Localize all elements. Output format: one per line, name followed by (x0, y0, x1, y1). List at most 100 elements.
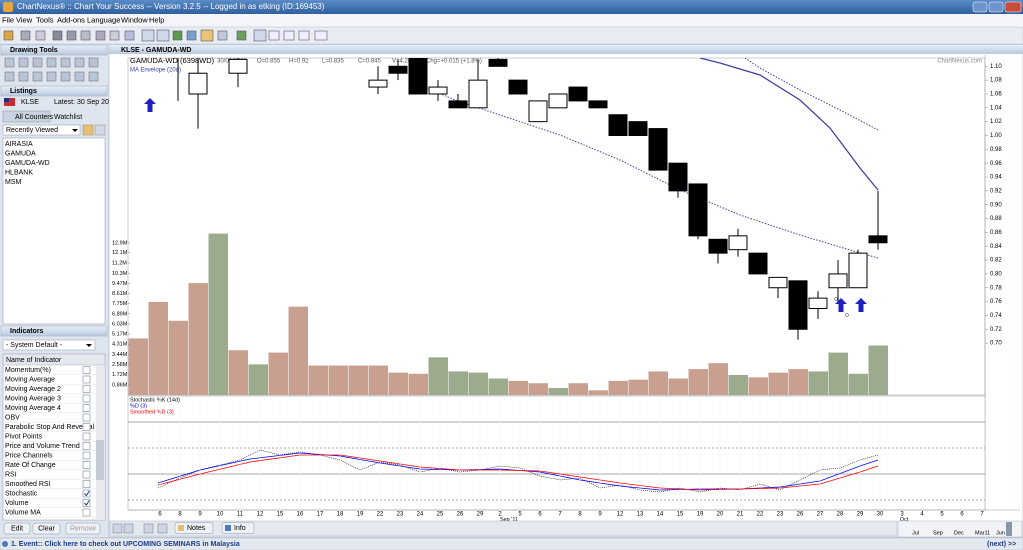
tool-icon[interactable] (3, 30, 14, 41)
stock-item[interactable]: AIRASIA (5, 141, 33, 148)
next-link[interactable]: (next) >> (987, 541, 1016, 548)
checkbox[interactable] (82, 489, 91, 498)
stock-item[interactable]: MSM (5, 179, 22, 186)
tab-button[interactable] (174, 522, 214, 534)
checkbox[interactable] (82, 385, 91, 393)
button-label[interactable]: Remove (70, 525, 96, 532)
checkbox[interactable] (82, 442, 91, 450)
tool-icon[interactable] (123, 523, 134, 534)
indicator-name[interactable]: Pivot Points (5, 433, 42, 440)
checkbox[interactable] (82, 480, 91, 488)
tab-label[interactable]: All Counters (15, 114, 54, 121)
tool-icon[interactable] (74, 71, 85, 82)
scroll-thumb[interactable] (1006, 522, 1012, 536)
tool-icon[interactable] (35, 30, 46, 41)
menu-item[interactable]: Window (121, 15, 148, 24)
tool-icon[interactable] (18, 71, 29, 82)
tool-icon[interactable] (200, 29, 214, 42)
checkbox[interactable] (82, 470, 91, 479)
menu-item[interactable]: File (2, 15, 14, 24)
tool-icon[interactable] (253, 29, 267, 42)
tool-icon[interactable] (60, 71, 71, 82)
indicator-name[interactable]: Price and Volume Trend (5, 443, 80, 450)
checkbox[interactable] (82, 461, 91, 469)
indicator-name[interactable]: Moving Average 2 (5, 386, 61, 393)
tool-icon[interactable] (4, 71, 15, 82)
indicator-name[interactable]: Moving Average 3 (5, 395, 61, 402)
tool-icon[interactable] (88, 57, 99, 68)
checkbox[interactable] (82, 508, 91, 517)
tool-icon[interactable] (46, 71, 57, 82)
checkbox[interactable] (82, 451, 91, 460)
tool-icon[interactable] (46, 57, 57, 68)
tab-label[interactable]: Info (234, 525, 246, 532)
tool-icon[interactable] (18, 57, 29, 68)
tab-label[interactable]: Notes (187, 525, 206, 532)
tool-icon[interactable] (217, 30, 228, 41)
tool-icon[interactable] (88, 71, 99, 82)
tool-icon[interactable] (124, 30, 135, 41)
overview-scroll[interactable] (897, 520, 1023, 538)
dropdown[interactable] (2, 339, 96, 351)
tool-icon[interactable] (4, 57, 15, 68)
scroll-thumb[interactable] (96, 440, 104, 480)
menu-item[interactable]: View (16, 15, 33, 24)
indicator-name[interactable]: Stochastic (5, 490, 38, 497)
tool-icon[interactable] (32, 71, 43, 82)
tool-icon[interactable] (268, 30, 280, 41)
tab-label[interactable]: Watchlist (54, 114, 82, 121)
button[interactable] (65, 522, 101, 535)
indicator-name[interactable]: Moving Average (5, 376, 55, 383)
indicator-name[interactable]: OBV (5, 414, 20, 421)
checkbox[interactable] (82, 366, 91, 374)
indicator-name[interactable]: Parabolic Stop And Reversal (5, 424, 95, 431)
menu-item[interactable]: Tools (36, 15, 54, 24)
stock-item[interactable]: GAMUDA-WD (5, 160, 50, 167)
tool-icon[interactable] (112, 523, 123, 534)
indicator-name[interactable]: Moving Average 4 (5, 405, 61, 412)
tool-icon[interactable] (141, 29, 155, 42)
indicator-name[interactable]: Price Channels (5, 452, 53, 459)
menu-item[interactable]: Help (149, 15, 164, 24)
tool-icon[interactable] (283, 30, 295, 41)
maximize-button[interactable] (988, 1, 1004, 13)
event-link[interactable]: 1. Event:: Click here to check out UPCOM… (11, 541, 240, 548)
button-label[interactable]: Clear (38, 525, 55, 532)
button[interactable] (32, 522, 61, 535)
checkbox[interactable] (82, 432, 91, 441)
tool-icon[interactable] (143, 523, 154, 534)
tool-icon[interactable] (74, 57, 85, 68)
tool-icon[interactable] (95, 30, 106, 41)
minimize-button[interactable] (972, 1, 988, 13)
tool-icon[interactable] (66, 30, 77, 41)
menu-item[interactable]: Add-ons (57, 15, 85, 24)
tool-icon[interactable] (298, 30, 310, 41)
tool-icon[interactable] (109, 30, 120, 41)
tool-icon[interactable] (20, 30, 31, 41)
tool-icon[interactable] (32, 57, 43, 68)
checkbox[interactable] (82, 423, 91, 431)
checkbox[interactable] (82, 499, 91, 507)
tab[interactable] (2, 110, 51, 123)
menu-item[interactable]: Language (87, 15, 120, 24)
indicator-name[interactable]: Rate Of Change (5, 462, 56, 469)
tool-icon[interactable] (172, 30, 183, 41)
tool-icon[interactable] (156, 29, 170, 42)
indicator-name[interactable]: Volume (5, 500, 28, 507)
tool-icon[interactable] (157, 523, 168, 534)
indicator-name[interactable]: Volume MA (5, 509, 41, 516)
tool-icon[interactable] (314, 30, 328, 41)
checkbox[interactable] (82, 375, 91, 384)
button-icon[interactable] (82, 124, 94, 136)
tool-icon[interactable] (186, 30, 197, 41)
button[interactable] (3, 522, 31, 535)
checkbox[interactable] (82, 413, 91, 422)
tool-icon[interactable] (80, 30, 91, 41)
indicator-name[interactable]: Smoothed RSI (5, 481, 51, 488)
button-icon[interactable] (94, 124, 106, 136)
stock-item[interactable]: GAMUDA (5, 150, 36, 157)
checkbox[interactable] (82, 404, 91, 412)
indicator-name[interactable]: Momentum(%) (5, 367, 51, 374)
tool-icon[interactable] (236, 30, 247, 41)
tool-icon[interactable] (52, 30, 63, 41)
